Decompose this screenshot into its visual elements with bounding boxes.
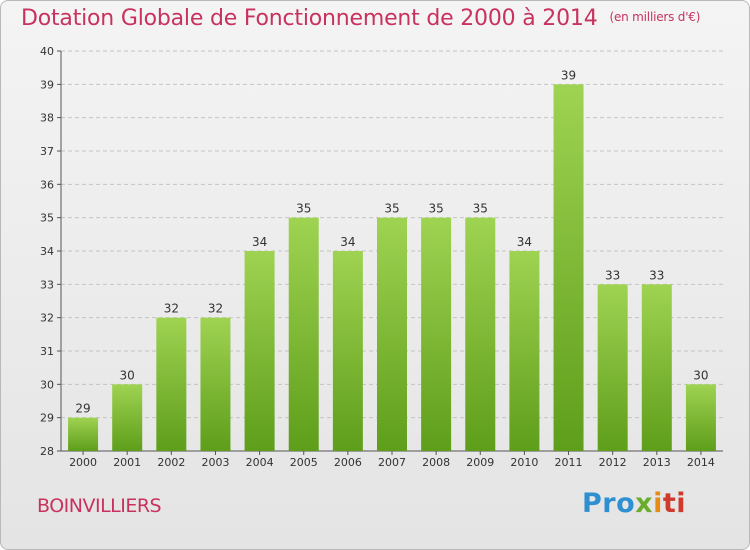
x-tick-label: 2001 bbox=[113, 456, 141, 469]
y-tick-label: 31 bbox=[40, 345, 54, 358]
bar bbox=[509, 251, 540, 451]
y-tick-label: 40 bbox=[40, 45, 54, 58]
y-tick-label: 39 bbox=[40, 78, 54, 91]
logo-part-1: Pro bbox=[582, 488, 636, 519]
proxiti-logo: Proxiti bbox=[582, 488, 686, 519]
bar-value-label: 34 bbox=[252, 235, 267, 249]
x-tick-label: 2010 bbox=[510, 456, 538, 469]
bar bbox=[332, 251, 363, 451]
x-tick-label: 2004 bbox=[246, 456, 274, 469]
x-tick-label: 2008 bbox=[422, 456, 450, 469]
y-tick-label: 35 bbox=[40, 212, 54, 225]
logo-part-4: ti bbox=[662, 488, 687, 519]
bar bbox=[377, 217, 407, 451]
y-tick-label: 34 bbox=[40, 245, 54, 258]
bar bbox=[421, 217, 452, 451]
chart-title: Dotation Globale de Fonctionnement de 20… bbox=[21, 6, 700, 31]
x-tick-label: 2002 bbox=[157, 456, 185, 469]
x-tick-label: 2000 bbox=[69, 456, 97, 469]
commune-name: BOINVILLIERS bbox=[37, 495, 162, 517]
y-tick-label: 37 bbox=[40, 145, 54, 158]
bar-value-label: 34 bbox=[517, 235, 532, 249]
chart-unit: (en milliers d'€) bbox=[609, 10, 701, 24]
bar bbox=[244, 251, 275, 451]
bar bbox=[597, 284, 628, 451]
y-tick-label: 29 bbox=[40, 412, 54, 425]
bar-value-label: 35 bbox=[428, 202, 443, 216]
bar-value-label: 39 bbox=[561, 68, 576, 82]
x-tick-label: 2011 bbox=[555, 456, 583, 469]
bar-value-label: 30 bbox=[693, 368, 708, 382]
bar bbox=[553, 84, 584, 451]
bar bbox=[685, 384, 716, 451]
logo-part-2: x bbox=[635, 488, 654, 519]
bar bbox=[200, 317, 231, 451]
x-tick-label: 2013 bbox=[643, 456, 671, 469]
y-tick-label: 36 bbox=[40, 178, 54, 191]
bar-value-label: 35 bbox=[384, 202, 399, 216]
bar-value-label: 33 bbox=[649, 268, 664, 282]
bar-value-label: 30 bbox=[120, 368, 135, 382]
x-tick-label: 2012 bbox=[599, 456, 627, 469]
logo-part-3: i bbox=[653, 488, 663, 519]
bar bbox=[465, 217, 496, 451]
y-tick-label: 32 bbox=[40, 312, 54, 325]
bar bbox=[156, 317, 187, 451]
x-tick-label: 2003 bbox=[201, 456, 229, 469]
bar-value-label: 32 bbox=[164, 302, 179, 316]
y-tick-label: 33 bbox=[40, 278, 54, 291]
bar-value-label: 35 bbox=[296, 202, 311, 216]
x-tick-label: 2006 bbox=[334, 456, 362, 469]
bar-value-label: 29 bbox=[75, 402, 90, 416]
bar bbox=[112, 384, 143, 451]
bar-value-label: 33 bbox=[605, 268, 620, 282]
bar bbox=[68, 417, 99, 451]
bar-value-label: 34 bbox=[340, 235, 355, 249]
x-tick-label: 2007 bbox=[378, 456, 406, 469]
bar-value-label: 32 bbox=[208, 302, 223, 316]
y-tick-label: 38 bbox=[40, 112, 54, 125]
y-tick-label: 28 bbox=[40, 445, 54, 458]
bar bbox=[288, 217, 319, 451]
x-tick-label: 2005 bbox=[290, 456, 318, 469]
y-tick-label: 30 bbox=[40, 378, 54, 391]
chart-title-text: Dotation Globale de Fonctionnement de 20… bbox=[21, 6, 598, 31]
x-tick-label: 2009 bbox=[466, 456, 494, 469]
bar bbox=[641, 284, 672, 451]
x-tick-label: 2014 bbox=[687, 456, 715, 469]
bar-value-label: 35 bbox=[473, 202, 488, 216]
